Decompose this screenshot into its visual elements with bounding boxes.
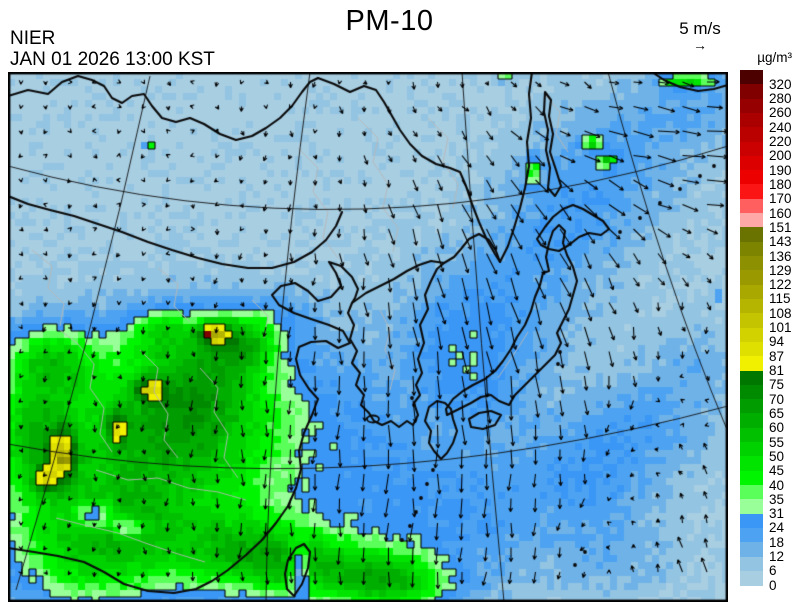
colorbar-tick-label: 75 [769, 377, 785, 393]
colorbar-tick-label: 87 [769, 348, 785, 364]
colorbar-tick-label: 70 [769, 391, 785, 407]
colorbar-cell [740, 270, 763, 286]
colorbar-tick-label: 260 [769, 105, 792, 121]
colorbar-cell [740, 399, 763, 414]
colorbar-tick-label: 45 [769, 463, 785, 479]
colorbar-cell [740, 370, 763, 386]
colorbar-tick-label: 12 [769, 549, 785, 565]
colorbar-cell [740, 499, 763, 515]
colorbar-cell [740, 70, 763, 85]
colorbar-cell [740, 284, 763, 300]
colorbar-cell [740, 313, 763, 329]
colorbar-tick-label: 94 [769, 334, 785, 350]
colorbar-tick-label: 220 [769, 134, 792, 150]
colorbar-cell [740, 184, 763, 200]
colorbar-tick-label: 180 [769, 176, 792, 192]
colorbar-tick-label: 24 [769, 520, 785, 536]
agency-label: NIER [10, 28, 56, 49]
pm10-map-canvas [8, 72, 728, 602]
colorbar-unit-label: µg/m³ [757, 50, 792, 65]
colorbar-tick-label: 115 [769, 291, 791, 307]
colorbar-cell [740, 298, 763, 314]
colorbar-tick-label: 35 [769, 491, 785, 507]
colorbar-cell [740, 513, 763, 529]
colorbar-tick-label: 18 [769, 534, 785, 550]
wind-scale-arrow-icon: → [693, 37, 707, 53]
colorbar-tick-label: 101 [769, 320, 792, 336]
colorbar-cell [740, 155, 763, 171]
colorbar-cell [740, 141, 763, 157]
datetime-label: JAN 01 2026 13:00 KST [10, 49, 215, 70]
page-title: PM-10 [345, 5, 434, 37]
colorbar-cell [740, 198, 763, 214]
colorbar-cell [740, 556, 763, 572]
colorbar-cell [740, 127, 763, 143]
colorbar-cell [740, 256, 763, 271]
colorbar-tick-label: 151 [769, 219, 792, 235]
colorbar-cell [740, 427, 763, 443]
colorbar-cell [740, 241, 763, 257]
colorbar-tick-label: 0 [769, 577, 777, 593]
colorbar-tick-label: 129 [769, 262, 792, 278]
colorbar-tick-label: 50 [769, 448, 785, 464]
colorbar-tick-label: 136 [769, 248, 792, 264]
colorbar-cell [740, 570, 763, 586]
colorbar-cell [740, 356, 763, 372]
colorbar-cell [740, 485, 763, 500]
colorbar-cell [740, 456, 763, 472]
colorbar-tick-label: 190 [769, 162, 792, 178]
colorbar-tick-label: 160 [769, 205, 792, 221]
colorbar-tick-label: 320 [769, 76, 792, 92]
colorbar-tick-label: 280 [769, 91, 792, 107]
colorbar-cell [740, 470, 763, 486]
colorbar-tick-label: 200 [769, 148, 792, 164]
colorbar-tick-label: 6 [769, 563, 777, 579]
colorbar-tick-label: 170 [769, 191, 792, 207]
colorbar-cell [740, 112, 763, 128]
colorbar: 320 280 260 240 220 200 190 180 170 160 151 143 136 1… [740, 70, 799, 593]
colorbar-tick-label: 108 [769, 305, 792, 321]
colorbar-cell [740, 213, 763, 228]
colorbar-tick-label: 240 [769, 119, 792, 135]
colorbar-cell [740, 384, 763, 400]
colorbar-cell [740, 98, 763, 114]
colorbar-tick-label: 81 [769, 363, 785, 379]
colorbar-cell [740, 327, 763, 343]
colorbar-tick-label: 40 [769, 477, 785, 493]
colorbar-cell [740, 227, 763, 243]
colorbar-tick-label: 122 [769, 277, 792, 293]
colorbar-cell [740, 542, 763, 558]
wind-scale-label: 5 m/s [679, 19, 721, 38]
colorbar-cell [740, 84, 763, 100]
colorbar-cell [740, 341, 763, 357]
colorbar-tick-label: 65 [769, 405, 785, 421]
colorbar-cell [740, 413, 763, 429]
colorbar-tick-label: 143 [769, 234, 792, 250]
colorbar-tick-label: 55 [769, 434, 785, 450]
colorbar-cell [740, 170, 763, 185]
colorbar-cell [740, 442, 763, 457]
colorbar-tick-label: 31 [769, 506, 785, 522]
colorbar-tick-label: 60 [769, 420, 785, 436]
colorbar-cell [740, 527, 763, 543]
